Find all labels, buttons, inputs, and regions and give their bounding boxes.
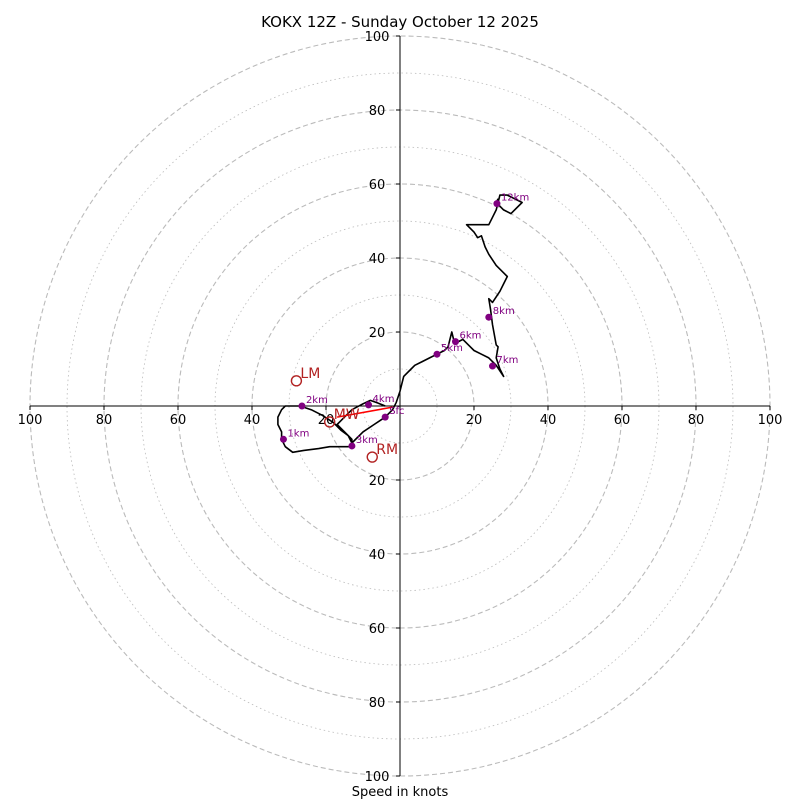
storm-motion-mw-marker — [324, 416, 336, 428]
height-label-sfc: Sfc — [389, 406, 404, 417]
storm-motion-mw-label: MW — [334, 407, 360, 423]
height-marker-3km — [348, 442, 356, 450]
height-label-2km: 2km — [306, 395, 328, 406]
y-tick-label: 20 — [369, 326, 386, 341]
chart-title: KOKX 12Z - Sunday October 12 2025 — [261, 13, 539, 31]
storm-motion-rm-marker — [366, 451, 378, 463]
y-tick-label: 20 — [369, 474, 386, 489]
height-marker-4km — [365, 401, 373, 409]
storm-motion-rm-label: RM — [376, 442, 398, 458]
height-label-5km: 5km — [441, 343, 463, 354]
storm-motion-lm-marker — [290, 375, 303, 387]
y-tick-label: 80 — [369, 696, 386, 711]
height-label-1km: 1km — [287, 428, 309, 439]
tick-labels: 100 80 60 40 20 20 40 60 80 100100806040202040608… — [18, 30, 783, 785]
height-label-8km: 8km — [493, 306, 515, 317]
x-tick-label: 100 — [758, 413, 783, 428]
y-tick-label: 40 — [369, 548, 386, 563]
height-label-4km: 4km — [373, 394, 395, 405]
height-label-7km: 7km — [497, 355, 519, 366]
height-marker-6km — [452, 338, 459, 346]
storm-motion-lm-label: LM — [300, 366, 320, 382]
x-axis-label: Speed in knots — [352, 785, 449, 800]
y-tick-label: 60 — [369, 622, 386, 637]
storm-motion-group: LM RM MW — [290, 366, 398, 463]
x-tick-label: 60 — [170, 413, 187, 428]
height-marker-5km — [433, 350, 441, 358]
height-marker-12km — [493, 200, 501, 208]
y-tick-label: 100 — [365, 30, 390, 45]
hodograph-trace — [277, 194, 523, 454]
y-tick-label: 60 — [369, 178, 386, 193]
axes — [30, 36, 770, 776]
height-label-12km: 12km — [501, 193, 529, 204]
y-tick-label: 100 — [365, 770, 390, 785]
height-label-6km: 6km — [460, 331, 482, 342]
x-tick-label: 80 — [96, 413, 113, 428]
x-tick-label: 20 — [466, 413, 483, 428]
y-tick-label: 80 — [369, 104, 386, 119]
shear-vector — [336, 406, 393, 418]
y-tick-label: 40 — [369, 252, 386, 267]
x-tick-label: 40 — [540, 413, 557, 428]
height-marker-7km — [489, 362, 496, 370]
x-tick-label: 80 — [688, 413, 705, 428]
x-tick-label: 100 — [18, 413, 43, 428]
x-tick-label: 40 — [244, 413, 261, 428]
hodograph-trace-group — [277, 194, 523, 454]
height-label-3km: 3km — [356, 435, 378, 446]
height-marker-1km — [279, 435, 287, 443]
x-tick-label: 60 — [614, 413, 631, 428]
height-marker-8km — [485, 313, 493, 321]
height-marker-sfc — [381, 413, 389, 421]
height-marker-2km — [298, 402, 306, 410]
